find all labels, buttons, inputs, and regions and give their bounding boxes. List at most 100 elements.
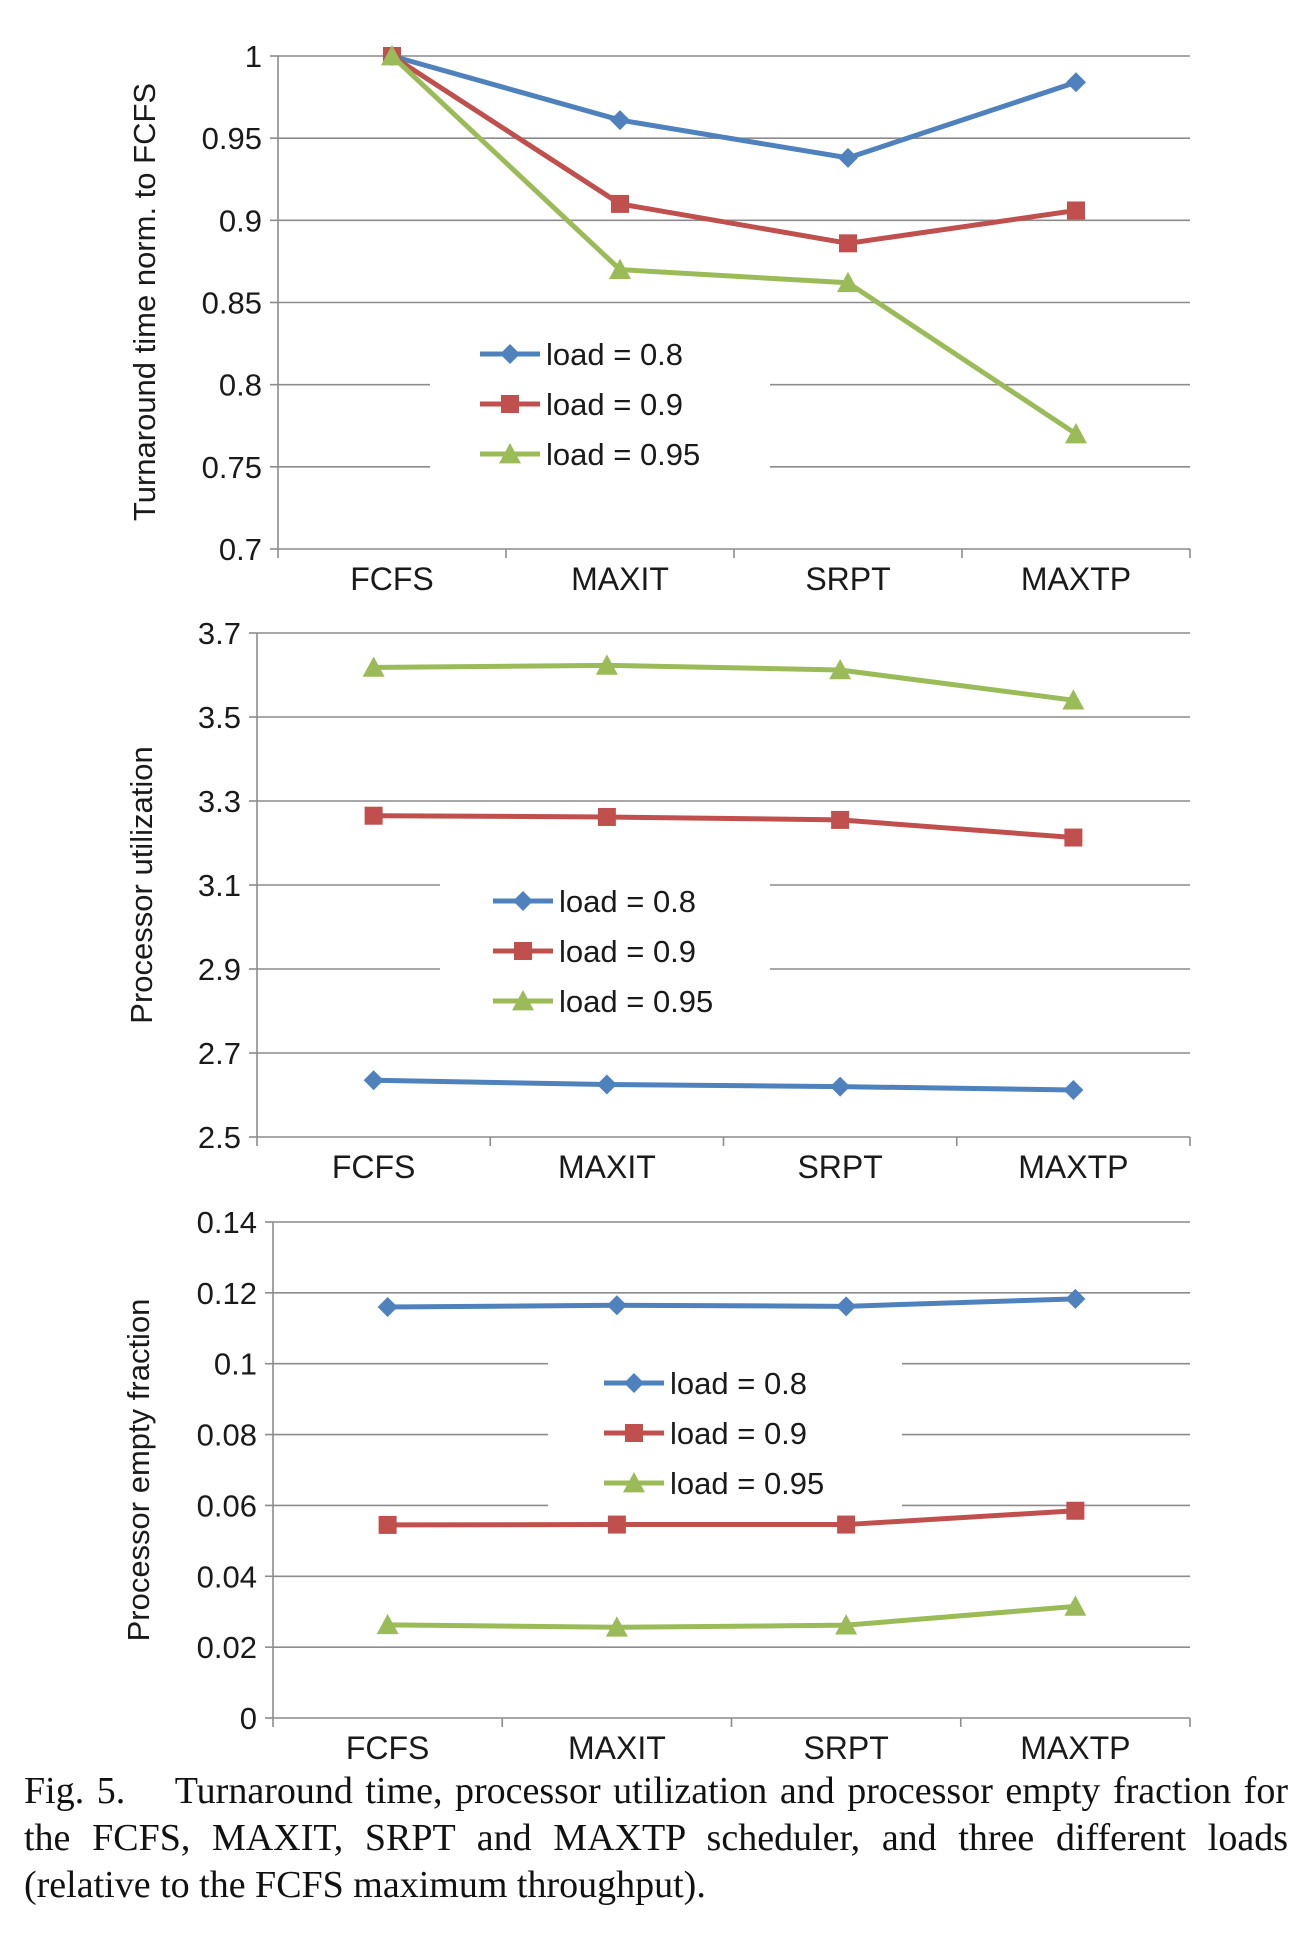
data-point [836,1296,857,1317]
y-tick-label: 3.3 [198,784,241,819]
x-tick-label: SRPT [805,561,890,597]
data-point [609,258,631,279]
y-tick-label: 3.7 [198,616,241,651]
y-tick-label: 3.1 [198,868,241,903]
y-tick-label: 0.75 [202,450,262,485]
legend-label: load = 0.95 [670,1466,824,1501]
series-line [391,53,1077,161]
data-point [1063,1079,1084,1100]
series-line [390,54,1078,437]
y-tick-label: 0.85 [202,286,262,321]
y-tick-label: 0.04 [197,1559,257,1594]
legend-marker [514,942,532,960]
legend-label: load = 0.8 [670,1366,807,1401]
x-tick-label: MAXIT [568,1730,666,1760]
data-point [377,1297,398,1318]
legend-marker [501,395,519,413]
y-axis-title: Processor empty fraction [121,1299,156,1642]
y-tick-label: 0.14 [197,1205,257,1240]
y-tick-label: 0.12 [197,1276,257,1311]
legend-label: load = 0.9 [559,934,696,969]
data-point [830,1076,851,1097]
x-tick-label: FCFS [346,1730,430,1760]
data-point [378,1515,397,1534]
chart-3: 0 0.02 0.04 0.06 0.08 0.1 0.12 0.14 FCFS MAXIT SRP… [121,1205,1191,1760]
legend-label: load = 0.9 [546,387,683,422]
figure-caption: Fig. 5. Turnaround time, processor utili… [24,1768,1288,1909]
series-line [387,1508,1076,1528]
data-point [363,1070,384,1091]
chart-1: 0.7 0.75 0.8 0.85 0.9 0.95 1 FCFS MAXIT SRPT MAXTP… [127,39,1191,597]
data-point [607,1515,626,1534]
chart-2: 2.5 2.7 2.9 3.1 3.3 3.5 3.7 FCFS MAXIT SRPT MAXTP P… [124,616,1191,1185]
legend-marker [625,1424,643,1442]
x-tick-label: MAXIT [571,561,669,597]
data-point [837,1515,856,1534]
series-line [387,1296,1076,1310]
legend-marker [513,891,533,911]
series-line [390,53,1077,246]
legend-label: load = 0.8 [559,884,696,919]
data-point [376,1613,399,1635]
x-tick-label: SRPT [803,1730,888,1760]
y-tick-label: 3.5 [198,700,241,735]
data-point [1067,201,1085,220]
data-point [1066,1501,1085,1520]
x-tick-label: FCFS [350,561,434,597]
data-point [364,806,383,825]
legend: load = 0.8 load = 0.9 load = 0.95 [548,1355,902,1507]
legend-label: load = 0.95 [559,984,713,1019]
y-tick-label: 2.9 [198,952,241,987]
y-tick-label: 0.06 [197,1488,257,1523]
data-point [1065,1288,1086,1309]
x-tick-label: MAXTP [1018,1149,1128,1185]
legend-background [440,870,770,1020]
data-point [1066,72,1086,93]
data-point [606,1295,627,1316]
series-line [387,1603,1076,1630]
y-axis-title: Turnaround time norm. to FCFS [127,83,162,521]
data-point [381,45,403,66]
data-point [835,1614,858,1635]
series-line [373,662,1074,703]
y-tick-label: 0.9 [219,203,262,238]
data-point [605,1616,628,1637]
legend-marker [500,344,520,364]
legend-marker [512,990,534,1011]
legend-marker [624,1373,644,1393]
series-line [373,1077,1074,1093]
y-tick-label: 1 [245,39,262,74]
y-tick-label: 2.7 [198,1036,241,1071]
x-tick-label: MAXIT [558,1149,656,1185]
data-point [596,1074,617,1095]
y-tick-label: 2.5 [198,1120,241,1155]
legend-label: load = 0.9 [670,1416,807,1451]
legend: load = 0.8 load = 0.9 load = 0.95 [440,870,770,1020]
legend-label: load = 0.8 [546,337,683,372]
x-tick-label: SRPT [797,1149,882,1185]
data-point [610,110,630,131]
caption-label: Fig. 5. [24,1770,126,1812]
data-point [362,656,385,677]
figure-charts: 0.7 0.75 0.8 0.85 0.9 0.95 1 FCFS MAXIT SRPT MAXTP… [121,39,1191,1760]
data-point [831,810,850,829]
legend-label: load = 0.95 [546,437,700,472]
y-tick-label: 0.02 [197,1630,257,1665]
y-tick-label: 0.08 [197,1418,257,1453]
y-tick-label: 0 [240,1701,257,1736]
data-point [1064,828,1083,847]
x-tick-label: FCFS [332,1149,416,1185]
x-tick-label: MAXTP [1020,1730,1130,1760]
data-point [837,271,859,293]
legend: load = 0.8 load = 0.9 load = 0.95 [430,325,770,477]
y-tick-label: 0.95 [202,121,262,156]
data-point [829,658,852,680]
y-tick-label: 0.7 [219,532,262,567]
y-tick-label: 0.1 [214,1347,257,1382]
y-tick-label: 0.8 [219,368,262,403]
legend-marker [623,1472,645,1493]
y-axis-title: Processor utilization [124,746,159,1023]
data-point [838,147,858,168]
data-point [1065,422,1087,444]
data-point [595,654,618,675]
